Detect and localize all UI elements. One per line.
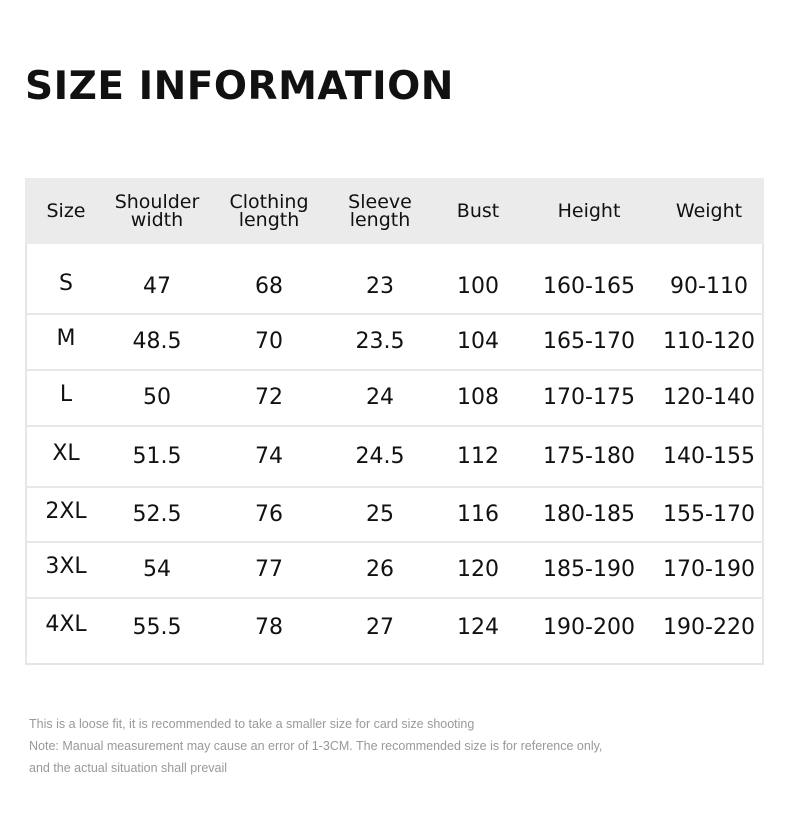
table-cell: 116 (457, 502, 499, 527)
column-header: Bust (456, 200, 500, 222)
table-cell: 190-220 (663, 615, 755, 640)
column-header: Shoulder width (114, 191, 200, 231)
size-label: 3XL (45, 554, 87, 579)
measurement-note: Note: Manual measurement may cause an er… (29, 739, 603, 753)
table-cell: 48.5 (132, 329, 182, 354)
table-cell: 185-190 (543, 557, 635, 582)
table-cell: 78 (255, 615, 283, 640)
table-cell: 54 (143, 557, 171, 582)
size-label: M (56, 326, 76, 351)
table-row: 2XL 52.5 76 25 116 180-185 155-170 (27, 488, 762, 543)
size-label: L (59, 382, 73, 407)
table-cell: 100 (457, 274, 499, 299)
table-cell: 90-110 (670, 274, 748, 299)
table-cell: 47 (143, 274, 171, 299)
table-cell: 180-185 (543, 502, 635, 527)
table-cell: 24.5 (355, 444, 405, 469)
table-body: S 47 68 23 100 160-165 90-110 M 48.5 70 23.5 104 165… (27, 244, 762, 656)
table-row: XL 51.5 74 24.5 112 175-180 140-155 (27, 427, 762, 488)
fit-note: This is a loose fit, it is recommended t… (29, 717, 475, 731)
size-label: 2XL (45, 499, 87, 524)
table-cell: 72 (255, 385, 283, 410)
size-label: XL (52, 441, 80, 466)
table-cell: 27 (366, 615, 394, 640)
page-title: SIZE INFORMATION (25, 64, 454, 109)
column-header: Sleeve length (348, 191, 412, 231)
table-cell: 155-170 (663, 502, 755, 527)
table-cell: 26 (366, 557, 394, 582)
table-cell: 23.5 (355, 329, 405, 354)
table-cell: 77 (255, 557, 283, 582)
column-header: Weight (675, 200, 743, 222)
column-header: Size (46, 200, 86, 222)
table-cell: 110-120 (663, 329, 755, 354)
table-cell: 76 (255, 502, 283, 527)
table-cell: 175-180 (543, 444, 635, 469)
table-cell: 55.5 (132, 615, 182, 640)
table-row: S 47 68 23 100 160-165 90-110 (27, 244, 762, 315)
size-label: 4XL (45, 612, 87, 637)
table-cell: 50 (143, 385, 171, 410)
table-cell: 160-165 (543, 274, 635, 299)
table-cell: 51.5 (132, 444, 182, 469)
table-cell: 52.5 (132, 502, 182, 527)
size-label: S (59, 271, 73, 296)
table-cell: 112 (457, 444, 499, 469)
table-cell: 190-200 (543, 615, 635, 640)
column-header: Height (557, 200, 621, 222)
table-cell: 70 (255, 329, 283, 354)
table-cell: 120-140 (663, 385, 755, 410)
table-cell: 23 (366, 274, 394, 299)
table-cell: 170-175 (543, 385, 635, 410)
measurement-note-cont: and the actual situation shall prevail (29, 761, 228, 775)
table-row: M 48.5 70 23.5 104 165-170 110-120 (27, 315, 762, 371)
table-cell: 104 (457, 329, 499, 354)
table-cell: 165-170 (543, 329, 635, 354)
table-row: 3XL 54 77 26 120 185-190 170-190 (27, 543, 762, 599)
table-header: Size Shoulder width Clothing length Sleeve … (25, 178, 764, 244)
table-cell: 170-190 (663, 557, 755, 582)
table-cell: 140-155 (663, 444, 755, 469)
table-row: 4XL 55.5 78 27 124 190-200 190-220 (27, 599, 762, 656)
table-cell: 25 (366, 502, 394, 527)
table-cell: 68 (255, 274, 283, 299)
table-cell: 120 (457, 557, 499, 582)
table-cell: 108 (457, 385, 499, 410)
table-cell: 124 (457, 615, 499, 640)
table-cell: 24 (366, 385, 394, 410)
table-cell: 74 (255, 444, 283, 469)
size-table: Size Shoulder width Clothing length Sleeve … (25, 178, 764, 665)
column-header: Clothing length (229, 191, 309, 231)
table-row: L 50 72 24 108 170-175 120-140 (27, 371, 762, 427)
